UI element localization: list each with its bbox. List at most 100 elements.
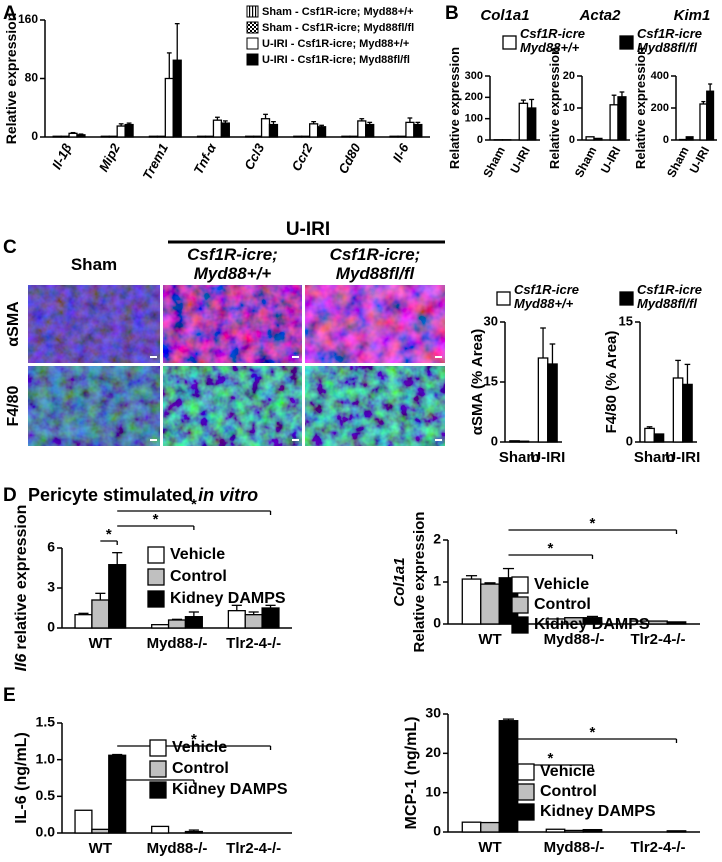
- bar: [593, 137, 603, 141]
- bar: [461, 821, 482, 833]
- error-bar: [646, 426, 653, 429]
- y-axis-label-text: IL-6 (ng/mL): [13, 732, 30, 824]
- legend-label: Csf1R-icre Myd88+/+: [520, 26, 586, 56]
- micrograph: [28, 366, 160, 446]
- x-tick-label: WT: [478, 631, 501, 648]
- bar: [148, 135, 159, 138]
- y-tick-label: 1.0: [36, 750, 56, 766]
- legend-label: Sham - Csf1R-icre; Myd88+/+: [262, 6, 414, 18]
- scale-bars: [150, 356, 442, 441]
- group-label: U-IRI: [285, 219, 331, 240]
- y-axis-label: Relative expression: [3, 13, 19, 145]
- panel-title: Pericyte stimulated in vitro: [28, 485, 258, 505]
- bar: [498, 720, 519, 833]
- legend-swatch: [517, 763, 535, 781]
- y-tick-label: 2: [433, 531, 441, 547]
- y-axis-label: IL-6 (ng/mL): [13, 732, 30, 824]
- bar: [74, 809, 93, 834]
- bar: [564, 829, 584, 833]
- error-bar: [701, 100, 706, 104]
- y-tick-label: 20: [563, 70, 575, 82]
- bar: [309, 123, 319, 138]
- error-bar: [231, 604, 242, 611]
- y-tick-label: 200: [651, 102, 669, 114]
- error-bar: [319, 124, 324, 127]
- bar: [108, 564, 127, 629]
- error-bar: [520, 99, 526, 104]
- bar: [582, 828, 603, 833]
- legend-label: Csf1R-icre Myd88fl/fl: [637, 282, 703, 312]
- x-tick-label: Tnf-α: [191, 140, 220, 177]
- bar: [666, 621, 687, 625]
- y-tick-label: 80: [25, 71, 39, 85]
- bar: [682, 383, 693, 443]
- y-tick-label: 20: [425, 744, 441, 760]
- error-bar: [166, 52, 172, 79]
- legend-swatch: [619, 291, 634, 306]
- y-tick-label: 6: [47, 539, 55, 555]
- legend-swatch: [511, 616, 529, 634]
- bar: [365, 123, 375, 138]
- significance-label: *: [153, 511, 159, 528]
- legend-label: Control: [170, 568, 227, 585]
- y-tick-label: 0.0: [36, 824, 56, 840]
- x-tick-label: Myd88-/-: [544, 839, 605, 856]
- error-bar: [675, 359, 681, 378]
- bar: [260, 118, 271, 138]
- panel-label: E: [3, 685, 16, 706]
- panel-label: C: [3, 237, 17, 258]
- y-axis-label-text: Relative expression: [633, 47, 648, 169]
- y-tick-label: 15: [484, 373, 498, 388]
- bar: [151, 825, 170, 834]
- micrograph: [305, 285, 445, 363]
- bar: [167, 619, 187, 629]
- bar: [91, 828, 110, 834]
- bar: [124, 123, 134, 138]
- legend-swatch: [147, 546, 165, 564]
- bar: [116, 125, 126, 138]
- error-bar: [248, 611, 259, 615]
- x-tick-label: Sham: [664, 144, 692, 179]
- y-tick-label: 0: [569, 134, 575, 146]
- x-tick-label: Tlr2-4-/-: [226, 635, 281, 652]
- y-axis-label-gene: Il6: [13, 653, 30, 671]
- x-tick-label: U-IRI: [507, 144, 533, 175]
- x-tick-label: Myd88-/-: [147, 840, 208, 857]
- x-tick-label: Tlr2-4-/-: [630, 839, 685, 856]
- error-bar: [78, 612, 89, 615]
- legend-label: Kidney DAMPS: [172, 781, 288, 798]
- legend-label: Control: [540, 783, 597, 800]
- y-tick-label: 10: [563, 102, 575, 114]
- y-tick-label: 30: [484, 313, 498, 328]
- chart-title: Col1a1: [480, 7, 529, 24]
- x-tick-label: Mip2: [96, 140, 124, 174]
- x-tick-label: Myd88-/-: [544, 631, 605, 648]
- y-axis-label-text: relative expression: [13, 505, 30, 650]
- x-tick-label: Sham: [499, 449, 540, 466]
- y-axis-label: Il6 relative expression: [13, 505, 30, 672]
- legend-swatch: [246, 5, 259, 18]
- error-bar: [540, 327, 546, 358]
- legend-swatch: [149, 739, 167, 757]
- error-bar: [684, 363, 691, 385]
- legend-label: Control: [534, 596, 591, 613]
- bar: [172, 59, 182, 138]
- bar: [164, 77, 174, 138]
- column-label: Csf1R-icre; Myd88fl/fl: [329, 245, 421, 283]
- error-bar: [367, 121, 373, 125]
- significance-label: *: [590, 515, 596, 532]
- error-bar: [586, 615, 599, 618]
- significance-label: *: [191, 731, 197, 748]
- x-tick-label: Il-6: [390, 140, 412, 164]
- row-label: F4/80: [5, 385, 22, 426]
- error-bar: [188, 611, 199, 617]
- error-bar: [174, 23, 180, 61]
- x-tick-label: Sham: [572, 144, 600, 179]
- error-bar: [222, 120, 228, 124]
- x-tick-label: Sham: [480, 144, 508, 179]
- legend-swatch: [147, 590, 165, 608]
- panel-label: D: [3, 485, 17, 506]
- y-tick-label: 10: [425, 783, 441, 799]
